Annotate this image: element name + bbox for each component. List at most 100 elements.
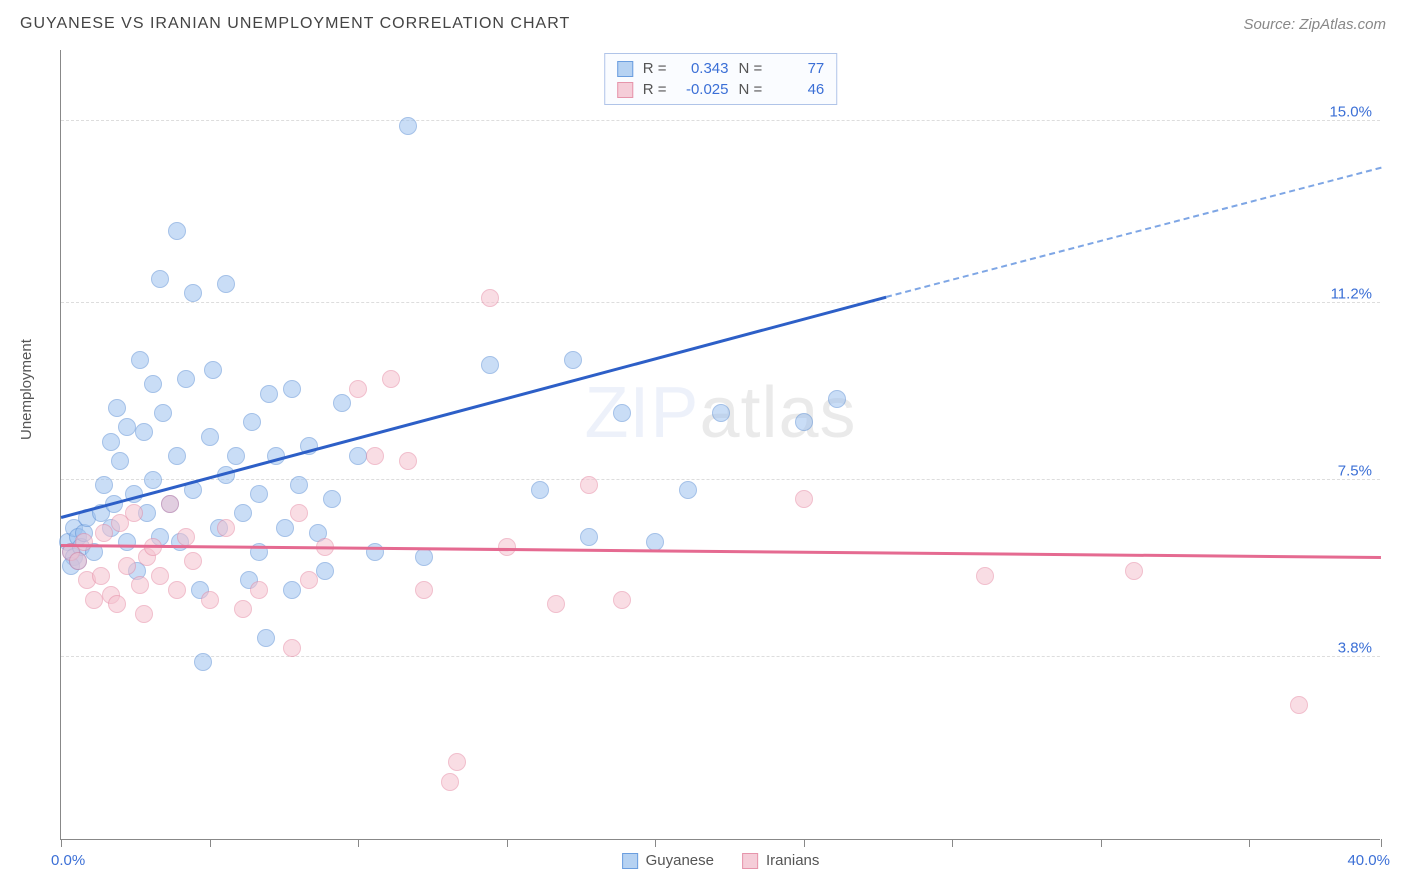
scatter-point — [177, 370, 195, 388]
n-value-guyanese: 77 — [772, 60, 824, 77]
scatter-point — [613, 591, 631, 609]
y-tick-label: 11.2% — [1331, 285, 1372, 302]
scatter-point — [283, 581, 301, 599]
x-min-label: 0.0% — [51, 852, 85, 869]
scatter-point — [580, 528, 598, 546]
scatter-point — [108, 399, 126, 417]
scatter-point — [283, 380, 301, 398]
scatter-point — [95, 476, 113, 494]
scatter-point — [102, 433, 120, 451]
scatter-point — [250, 485, 268, 503]
stats-row-iranians: R = -0.025 N = 46 — [617, 79, 825, 100]
scatter-point — [290, 476, 308, 494]
scatter-point — [217, 275, 235, 293]
scatter-point — [613, 404, 631, 422]
scatter-point — [227, 447, 245, 465]
x-tick — [210, 839, 211, 847]
x-tick — [804, 839, 805, 847]
legend-swatch-blue-icon — [622, 853, 638, 869]
scatter-point — [323, 490, 341, 508]
gridline-h — [61, 479, 1380, 480]
scatter-point — [828, 390, 846, 408]
stats-row-guyanese: R = 0.343 N = 77 — [617, 58, 825, 79]
scatter-point — [131, 351, 149, 369]
scatter-point — [580, 476, 598, 494]
scatter-point — [316, 562, 334, 580]
scatter-point — [184, 284, 202, 302]
x-max-label: 40.0% — [1347, 852, 1390, 869]
scatter-point — [498, 538, 516, 556]
stats-legend: R = 0.343 N = 77 R = -0.025 N = 46 — [604, 53, 838, 105]
scatter-point — [257, 629, 275, 647]
x-tick — [1249, 839, 1250, 847]
scatter-point — [349, 447, 367, 465]
scatter-point — [118, 533, 136, 551]
scatter-point — [976, 567, 994, 585]
scatter-point — [333, 394, 351, 412]
scatter-point — [366, 447, 384, 465]
scatter-point — [151, 270, 169, 288]
scatter-point — [415, 581, 433, 599]
n-label-2: N = — [739, 81, 763, 98]
scatter-point — [415, 548, 433, 566]
scatter-point — [795, 413, 813, 431]
x-tick — [507, 839, 508, 847]
x-tick — [952, 839, 953, 847]
r-value-guyanese: 0.343 — [677, 60, 729, 77]
bottom-legend: Guyanese Iranians — [622, 852, 820, 869]
scatter-point — [131, 576, 149, 594]
trend-line-guyanese — [61, 296, 887, 519]
y-axis-label: Unemployment — [18, 339, 35, 440]
scatter-point — [382, 370, 400, 388]
watermark-prefix: ZIP — [584, 373, 699, 453]
scatter-point — [85, 591, 103, 609]
y-tick-label: 7.5% — [1338, 462, 1372, 479]
scatter-point — [712, 404, 730, 422]
scatter-point — [75, 533, 93, 551]
scatter-point — [154, 404, 172, 422]
scatter-point — [243, 413, 261, 431]
scatter-point — [679, 481, 697, 499]
scatter-point — [399, 117, 417, 135]
x-tick — [655, 839, 656, 847]
scatter-point — [260, 385, 278, 403]
scatter-point — [125, 504, 143, 522]
legend-label-iranians: Iranians — [766, 852, 819, 869]
scatter-point — [201, 591, 219, 609]
scatter-point — [108, 595, 126, 613]
scatter-point — [300, 571, 318, 589]
gridline-h — [61, 656, 1380, 657]
scatter-point — [448, 753, 466, 771]
chart-title: GUYANESE VS IRANIAN UNEMPLOYMENT CORRELA… — [20, 15, 570, 33]
x-tick — [1381, 839, 1382, 847]
swatch-blue-icon — [617, 61, 633, 77]
scatter-point — [194, 653, 212, 671]
scatter-point — [250, 581, 268, 599]
scatter-point — [118, 557, 136, 575]
scatter-point — [1125, 562, 1143, 580]
scatter-point — [217, 519, 235, 537]
scatter-point — [118, 418, 136, 436]
scatter-point — [144, 375, 162, 393]
x-tick — [358, 839, 359, 847]
scatter-point — [135, 605, 153, 623]
scatter-point — [531, 481, 549, 499]
scatter-point — [92, 567, 110, 585]
scatter-point — [481, 289, 499, 307]
scatter-point — [111, 452, 129, 470]
scatter-point — [168, 581, 186, 599]
n-value-iranians: 46 — [772, 81, 824, 98]
y-tick-label: 15.0% — [1329, 103, 1372, 120]
scatter-point — [399, 452, 417, 470]
legend-swatch-pink-icon — [742, 853, 758, 869]
scatter-point — [234, 600, 252, 618]
legend-item-guyanese: Guyanese — [622, 852, 714, 869]
scatter-point — [184, 552, 202, 570]
n-label: N = — [739, 60, 763, 77]
scatter-point — [95, 524, 113, 542]
gridline-h — [61, 302, 1380, 303]
r-value-iranians: -0.025 — [677, 81, 729, 98]
gridline-h — [61, 120, 1380, 121]
scatter-point — [481, 356, 499, 374]
scatter-point — [69, 552, 87, 570]
